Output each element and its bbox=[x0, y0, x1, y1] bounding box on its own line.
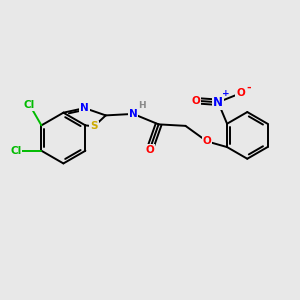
Text: S: S bbox=[90, 122, 98, 131]
Text: N: N bbox=[129, 109, 138, 119]
Text: Cl: Cl bbox=[24, 100, 35, 110]
Text: O: O bbox=[145, 145, 154, 155]
Text: O: O bbox=[202, 136, 211, 146]
Text: O: O bbox=[191, 96, 200, 106]
Text: N: N bbox=[80, 103, 89, 113]
Text: Cl: Cl bbox=[11, 146, 22, 156]
Text: +: + bbox=[222, 89, 230, 98]
Text: N: N bbox=[213, 96, 223, 109]
Text: O: O bbox=[236, 88, 245, 98]
Text: H: H bbox=[138, 101, 146, 110]
Text: -: - bbox=[247, 83, 251, 93]
